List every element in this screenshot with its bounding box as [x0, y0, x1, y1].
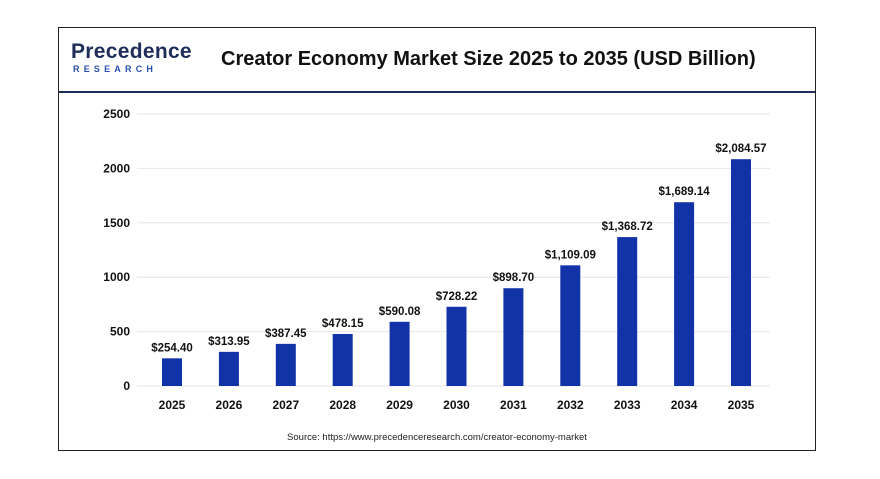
x-tick-label-2030: 2030 [443, 398, 470, 412]
x-tick-label-2029: 2029 [386, 398, 413, 412]
bar-2035 [731, 159, 751, 386]
chart-header: Precedence RESEARCH Creator Economy Mark… [59, 28, 815, 93]
data-label-2026: $313.95 [208, 336, 250, 348]
bar-2025 [162, 358, 182, 386]
y-tick-label: 2000 [103, 161, 130, 175]
x-tick-label-2027: 2027 [272, 398, 299, 412]
bar-2032 [560, 265, 581, 386]
data-label-2034: $1,689.14 [659, 186, 711, 198]
source-note: Source: https://www.precedenceresearch.c… [287, 432, 587, 443]
bar-2029 [389, 321, 410, 386]
data-label-2027: $387.45 [265, 328, 307, 340]
data-label-2030: $728.22 [436, 291, 478, 303]
data-label-2028: $478.15 [322, 318, 364, 330]
bar-2033 [617, 237, 638, 386]
bars [162, 159, 751, 386]
x-tick-label-2033: 2033 [614, 398, 641, 412]
x-tick-label-2031: 2031 [500, 398, 527, 412]
bar-2031 [503, 288, 524, 386]
x-tick-label-2034: 2034 [671, 398, 698, 412]
y-axis-ticks: 0 500 1000 1500 2000 2500 [103, 107, 130, 393]
y-tick-label: 500 [110, 325, 130, 339]
x-tick-label-2025: 2025 [159, 398, 186, 412]
data-labels: $254.40 $313.95 $387.45 $478.15 $590.08 $728.… [151, 143, 766, 354]
bar-2026 [218, 351, 239, 386]
bar-2034 [674, 202, 695, 386]
y-tick-label: 2500 [103, 107, 130, 121]
chart-title: Creator Economy Market Size 2025 to 2035… [221, 48, 756, 70]
bar-2027 [275, 343, 296, 386]
x-tick-label-2035: 2035 [728, 398, 755, 412]
x-axis-ticks: 2025 2026 2027 2028 2029 2030 2031 2032 2033 2034… [159, 398, 755, 412]
brand-sub: RESEARCH [73, 64, 158, 74]
data-label-2029: $590.08 [379, 306, 421, 318]
data-label-2031: $898.70 [493, 272, 535, 284]
data-label-2025: $254.40 [151, 342, 193, 354]
y-tick-label: 1000 [103, 270, 130, 284]
x-tick-label-2026: 2026 [216, 398, 243, 412]
y-tick-label: 1500 [103, 216, 130, 230]
brand-name: Precedence [71, 40, 192, 63]
y-tick-label: 0 [123, 379, 130, 393]
data-label-2032: $1,109.09 [545, 249, 596, 261]
x-tick-label-2028: 2028 [329, 398, 356, 412]
x-tick-label-2032: 2032 [557, 398, 584, 412]
brand-logo: Precedence RESEARCH [71, 40, 192, 80]
data-label-2033: $1,368.72 [602, 221, 653, 233]
data-label-2035: $2,084.57 [715, 143, 766, 155]
bar-2030 [446, 306, 467, 386]
bar-2028 [332, 333, 353, 386]
